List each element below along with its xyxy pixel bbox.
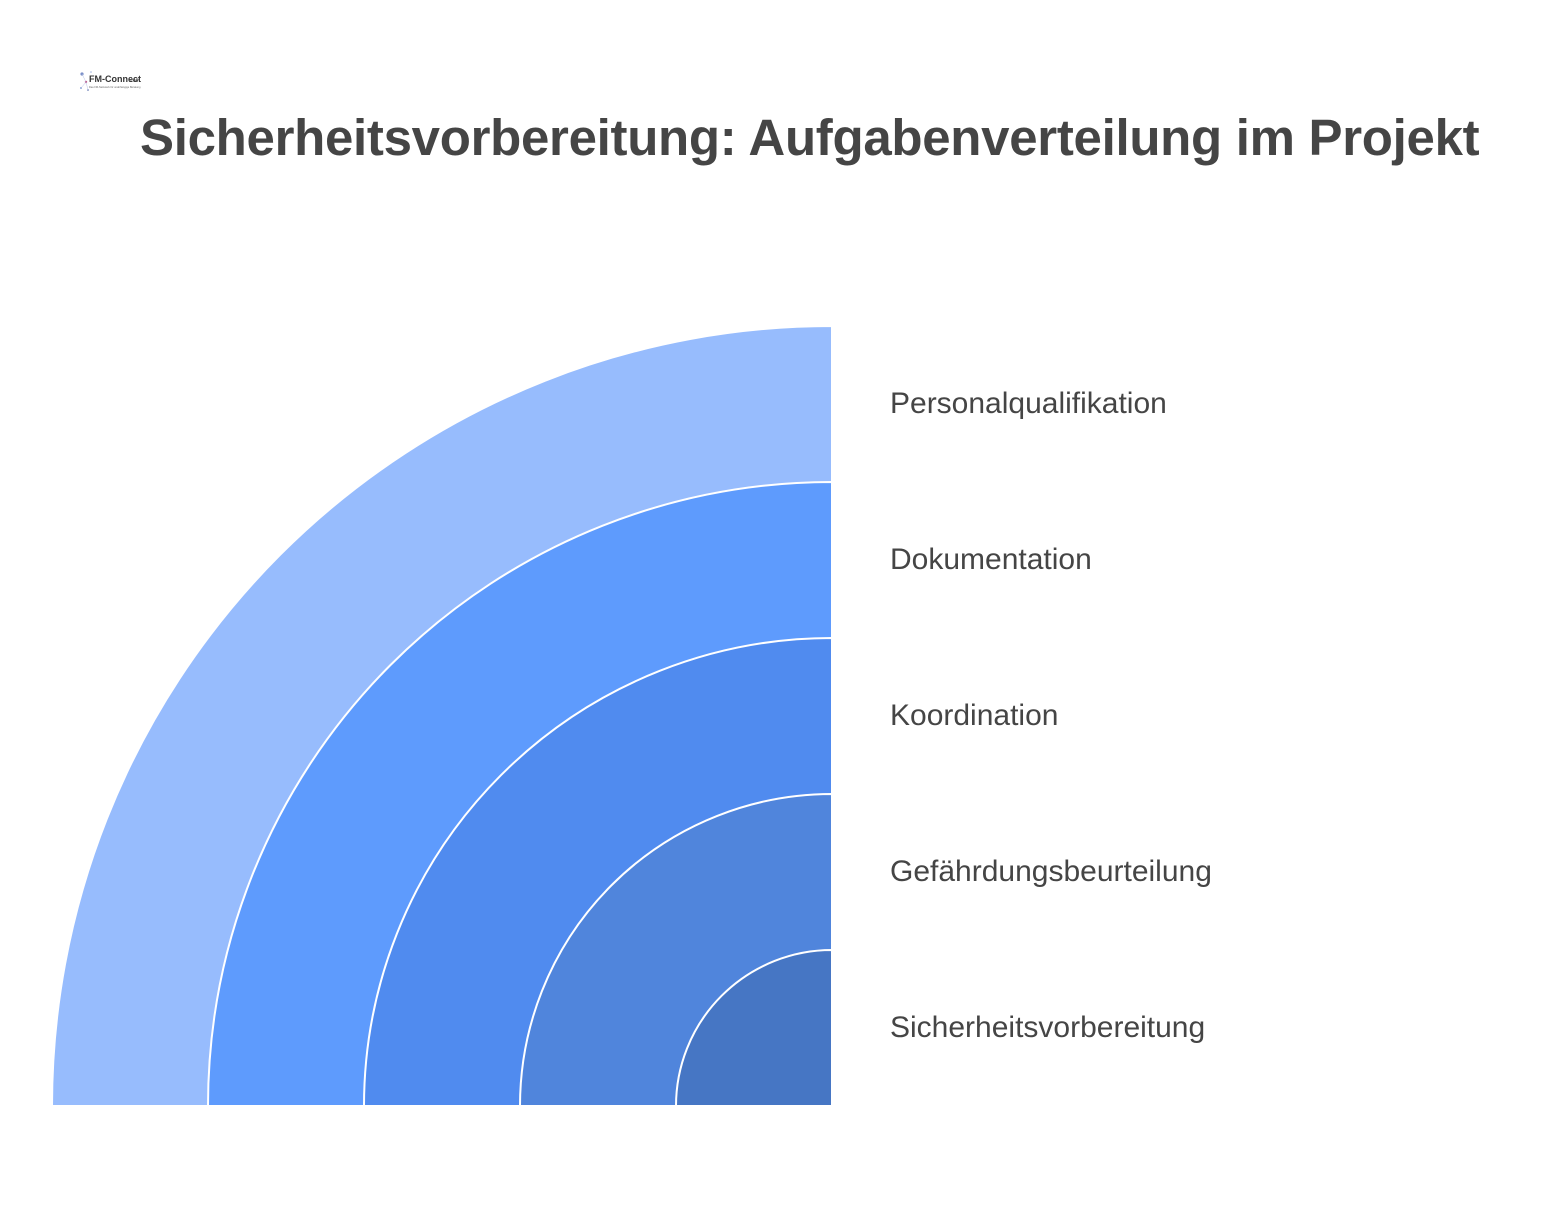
layer-2-label: Dokumentation xyxy=(890,543,1092,576)
fm-connect-logo: FM-Connect .com Das FM-Netzwerk für unab… xyxy=(80,71,141,91)
logo-tagline: Das FM-Netzwerk für unabhängige Beratung xyxy=(89,85,141,89)
page-title: Sicherheitsvorbereitung: Aufgabenverteil… xyxy=(140,109,1480,166)
layer-3-label: Koordination xyxy=(890,699,1059,732)
layer-5-shape xyxy=(674,948,833,1107)
logo-wordmark: FM-Connect xyxy=(89,74,141,84)
layer-4-label: Gefährdungsbeurteilung xyxy=(890,855,1212,888)
layer-5-label: Sicherheitsvorbereitung xyxy=(890,1011,1206,1044)
layer-1-label: Personalqualifikation xyxy=(890,387,1167,420)
logo-suffix: .com xyxy=(129,78,140,84)
